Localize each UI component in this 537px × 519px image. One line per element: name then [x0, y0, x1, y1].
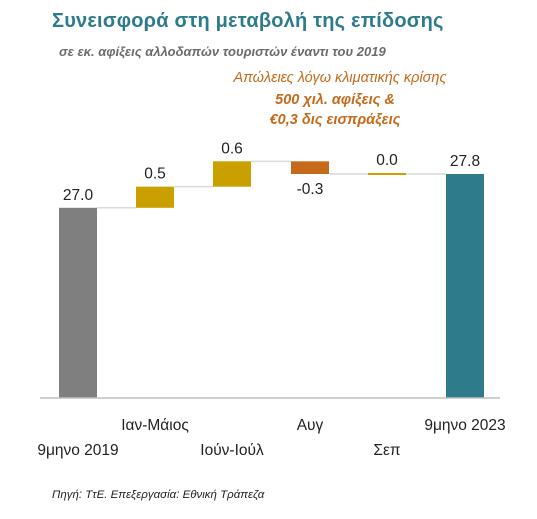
category-label-2: Ιαν-Μάιος: [121, 417, 189, 434]
bar-3: [213, 161, 251, 187]
annotation-line-2: 500 χιλ. αφίξεις &: [275, 92, 395, 108]
category-label-4: Αυγ: [297, 417, 324, 434]
annotation-line-1: Απώλειες λόγω κλιματικής κρίσης: [233, 70, 447, 86]
value-label-6: 27.8: [450, 153, 480, 170]
connector-lines: [97, 160, 446, 209]
chart-bars: [59, 161, 484, 398]
value-label-4: -0.3: [297, 181, 324, 198]
value-labels: 27.0 0.5 0.6 -0.3 0.0 27.8: [63, 140, 480, 203]
bar-6: [446, 174, 484, 398]
value-label-1: 27.0: [63, 187, 94, 204]
bar-2: [136, 186, 174, 208]
bar-5: [368, 173, 406, 175]
category-label-6: 9μηνο 2023: [424, 417, 505, 434]
bar-4: [291, 161, 329, 174]
chart-subtitle: σε εκ. αφίξεις αλλοδαπών τουριστών έναντ…: [59, 44, 386, 59]
source-note: Πηγή: ΤτΕ. Επεξεργασία: Εθνική Τράπεζα: [52, 489, 265, 501]
category-label-1: 9μηνο 2019: [37, 442, 118, 459]
annotation-line-3: €0,3 δις εισπράξεις: [269, 112, 401, 128]
value-label-5: 0.0: [376, 152, 398, 169]
value-label-3: 0.6: [221, 140, 243, 157]
bar-1: [59, 207, 97, 398]
chart-title: Συνεισφορά στη μεταβολή της επίδοσης: [52, 10, 444, 32]
value-label-2: 0.5: [144, 166, 166, 183]
category-label-3: Ιούν-Ιούλ: [200, 442, 264, 459]
category-label-5: Σεπ: [373, 442, 400, 459]
